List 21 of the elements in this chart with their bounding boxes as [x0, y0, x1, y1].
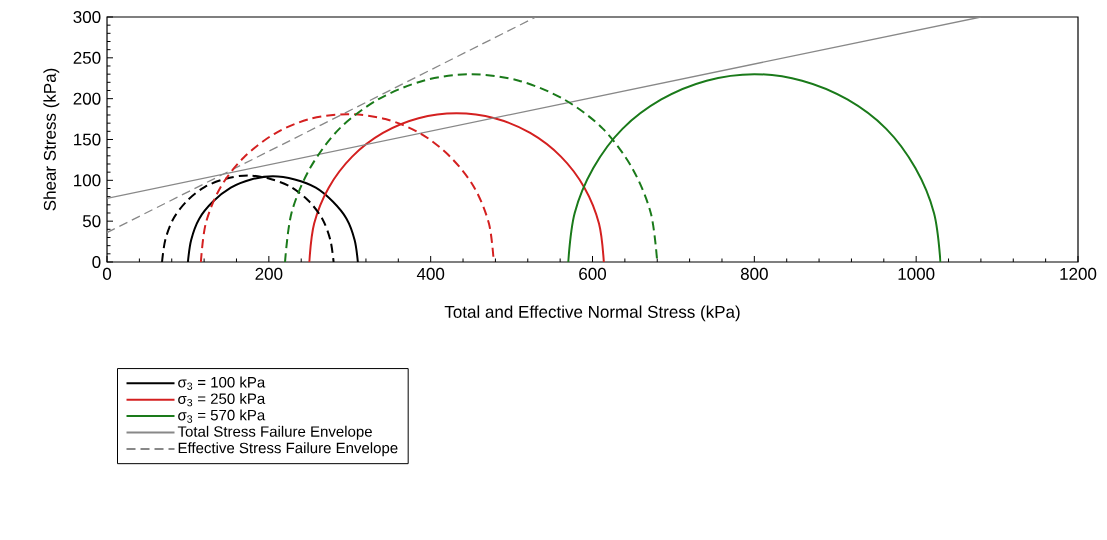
legend-label: Effective Stress Failure Envelope: [178, 442, 398, 457]
y-tick-label: 100: [74, 174, 101, 187]
y-tick-label: 50: [82, 215, 101, 228]
x-tick-label: 1200: [1060, 267, 1097, 280]
y-tick-label: 250: [73, 51, 101, 64]
y-tick-label: 200: [73, 92, 101, 105]
legend-label: σ$_{3}$ = 570 kPa: [178, 409, 266, 423]
y-axis-title: Shear Stress (kPa): [43, 68, 60, 211]
legend-label: Total Stress Failure Envelope: [177, 425, 372, 440]
x-tick-label: 0: [102, 267, 112, 280]
y-tick-label: 300: [73, 10, 101, 24]
y-tick-label: 150: [74, 133, 101, 146]
x-tick-label: 200: [255, 267, 283, 280]
x-axis-title: Total and Effective Normal Stress (kPa): [444, 305, 740, 322]
legend-label: σ$_{3}$ = 100 kPa: [178, 376, 266, 390]
y-tick-label: 0: [92, 255, 101, 269]
x-tick-label: 1000: [898, 267, 935, 280]
legend-label: σ$_{3}$ = 250 kPa: [178, 392, 266, 407]
x-tick-label: 600: [579, 267, 607, 280]
x-tick-label: 400: [416, 267, 445, 280]
x-tick-label: 800: [740, 267, 768, 280]
